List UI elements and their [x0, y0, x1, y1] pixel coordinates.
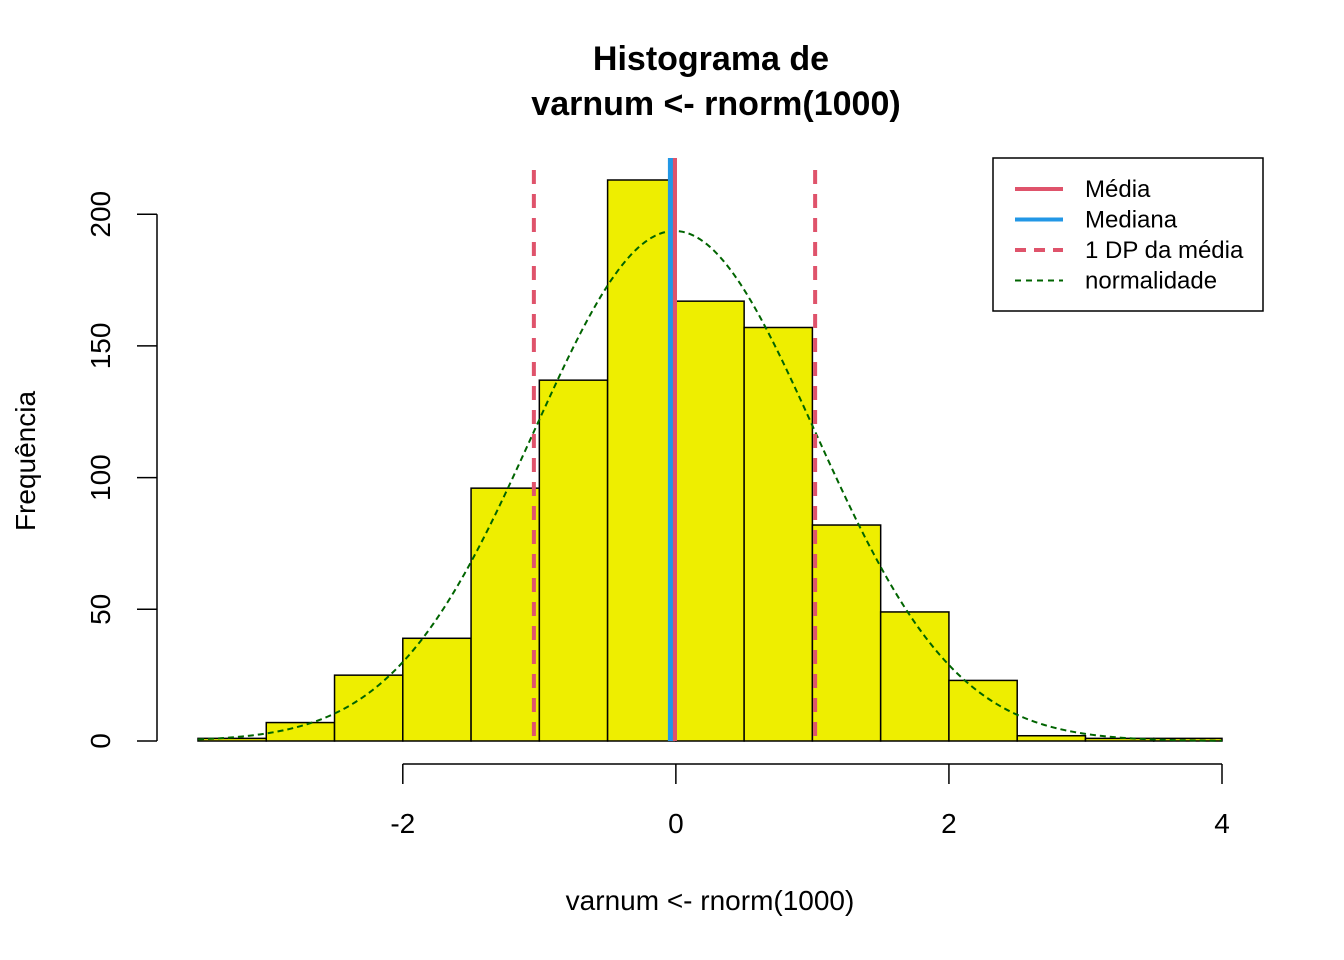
histogram-bar	[675, 300, 745, 742]
x-tick-label: 0	[668, 808, 684, 839]
histogram-bar	[402, 637, 472, 742]
x-axis: -2 0 2 4	[390, 763, 1230, 839]
y-tick-label: 200	[85, 191, 116, 238]
histogram-bar	[606, 179, 677, 742]
x-tick-label: -2	[390, 808, 415, 839]
legend-label: 1 DP da média	[1085, 237, 1244, 264]
histogram-bar	[811, 524, 882, 742]
x-tick-label: 2	[941, 808, 957, 839]
y-tick-label: 0	[85, 733, 116, 749]
y-axis: 0 50 100 150 200	[85, 191, 158, 749]
histogram-bar	[743, 326, 814, 742]
normal-curve	[197, 229, 1223, 742]
legend: Média Mediana 1 DP da média normalidade	[992, 157, 1264, 312]
chart-title-line-2: varnum <- rnorm(1000)	[531, 85, 900, 123]
y-tick-label: 100	[85, 454, 116, 501]
y-tick-label: 150	[85, 323, 116, 370]
normal-curve-layer	[197, 229, 1223, 742]
x-axis-label: varnum <- rnorm(1000)	[566, 885, 855, 916]
histogram-bar	[948, 679, 1018, 742]
legend-box	[992, 157, 1264, 312]
x-tick-label: 4	[1214, 808, 1230, 839]
y-axis-label: Frequência	[10, 391, 41, 532]
histogram-bar	[538, 379, 609, 742]
legend-label: normalidade	[1085, 268, 1217, 295]
y-tick-label: 50	[85, 594, 116, 625]
histogram-bar	[879, 611, 950, 742]
histogram-bar	[1016, 734, 1087, 742]
legend-label: Mediana	[1085, 207, 1178, 234]
legend-label: Média	[1085, 176, 1151, 203]
chart-title-line-1: Histograma de	[593, 40, 829, 78]
histogram-bar	[470, 487, 541, 742]
reference-lines	[531, 158, 818, 741]
